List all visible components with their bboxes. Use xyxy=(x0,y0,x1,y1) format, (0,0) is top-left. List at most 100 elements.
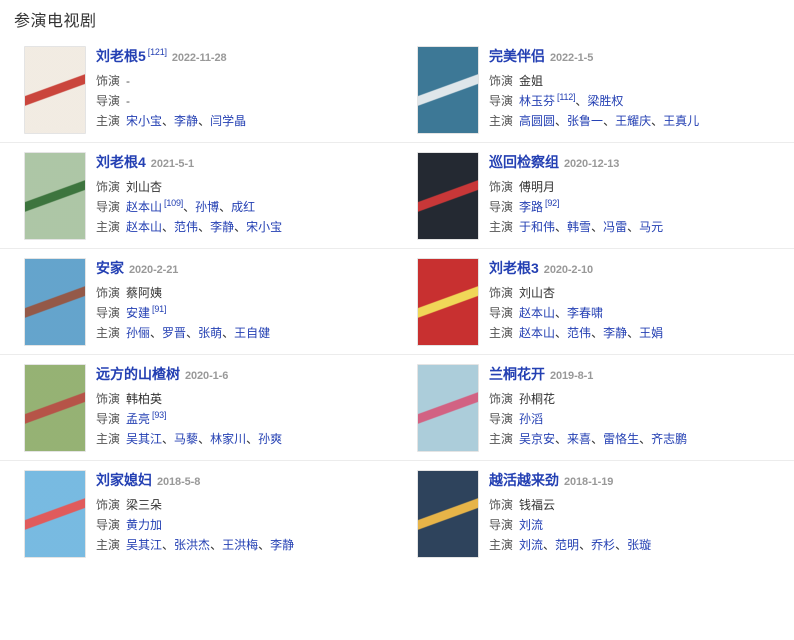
actor-link[interactable]: 范伟 xyxy=(567,326,592,340)
director-link[interactable]: 林玉芬 xyxy=(519,94,556,108)
role-value: 钱福云 xyxy=(519,498,556,512)
role-label: 饰演 xyxy=(489,180,514,194)
list-separator: 、 xyxy=(627,326,640,340)
starring-label: 主演 xyxy=(489,326,514,340)
works-row: 刘老根5 [121]2022-11-28 饰演 - 导演 - 主演 宋小宝、李静、闫学晶 完美伴… xyxy=(0,32,794,142)
liujiaxifu-poster[interactable] xyxy=(24,470,86,558)
actor-link[interactable]: 王真儿 xyxy=(663,114,700,128)
work-title-link[interactable]: 远方的山楂树 xyxy=(96,366,180,382)
actor-link[interactable]: 李静 xyxy=(210,220,235,234)
director-link[interactable]: 赵本山 xyxy=(519,306,556,320)
work-title-link[interactable]: 兰桐花开 xyxy=(489,366,545,382)
actor-link[interactable]: 李静 xyxy=(174,114,199,128)
actor-link[interactable]: 孙俪 xyxy=(126,326,151,340)
work-title-link[interactable]: 刘老根4 xyxy=(96,154,146,170)
director-row: 导演 - xyxy=(96,91,397,111)
actor-link[interactable]: 王自健 xyxy=(234,326,271,340)
actor-link[interactable]: 吴其江 xyxy=(126,432,163,446)
list-separator: 、 xyxy=(234,220,247,234)
actor-link[interactable]: 张鲁一 xyxy=(567,114,604,128)
actor-link[interactable]: 宋小宝 xyxy=(126,114,163,128)
actor-link[interactable]: 范伟 xyxy=(174,220,199,234)
director-link[interactable]: 孙博 xyxy=(195,200,220,214)
wanmeibanlv-poster[interactable] xyxy=(417,46,479,134)
starring-label: 主演 xyxy=(96,114,121,128)
director-link[interactable]: 孙滔 xyxy=(519,412,544,426)
director-label: 导演 xyxy=(489,518,514,532)
work-title-link[interactable]: 安家 xyxy=(96,260,124,276)
liulaogen3-poster[interactable] xyxy=(417,258,479,346)
work-title-link[interactable]: 完美伴侣 xyxy=(489,48,545,64)
role-value: 孙桐花 xyxy=(519,392,556,406)
actor-link[interactable]: 范明 xyxy=(555,538,580,552)
lantonghuakai-poster[interactable] xyxy=(417,364,479,452)
actor-link[interactable]: 乔杉 xyxy=(591,538,616,552)
poster-artwork xyxy=(25,47,85,133)
work-info: 刘老根5 [121]2022-11-28 饰演 - 导演 - 主演 宋小宝、李静、闫学晶 xyxy=(96,46,397,131)
actor-link[interactable]: 张洪杰 xyxy=(174,538,211,552)
liulaogen4-poster[interactable] xyxy=(24,152,86,240)
starring-row: 主演 高圆圆、张鲁一、王耀庆、王真儿 xyxy=(489,111,794,131)
director-link[interactable]: 李路 xyxy=(519,200,544,214)
yuanfangdeshanzhashu-poster[interactable] xyxy=(24,364,86,452)
work-title-link[interactable]: 刘老根5 xyxy=(96,48,146,64)
actor-link[interactable]: 王娟 xyxy=(639,326,664,340)
actor-link[interactable]: 王洪梅 xyxy=(222,538,259,552)
xunhuijianchazu-poster[interactable] xyxy=(417,152,479,240)
actor-link[interactable]: 冯雷 xyxy=(603,220,628,234)
actor-link[interactable]: 马藜 xyxy=(174,432,199,446)
actor-link[interactable]: 齐志鹏 xyxy=(651,432,688,446)
director-link[interactable]: 孟亮 xyxy=(126,412,151,426)
actor-link[interactable]: 高圆圆 xyxy=(519,114,556,128)
director-link[interactable]: 李春啸 xyxy=(567,306,604,320)
starring-row: 主演 吴其江、张洪杰、王洪梅、李静 xyxy=(96,535,397,555)
work-title-line: 刘家媳妇 2018-5-8 xyxy=(96,471,397,491)
actor-link[interactable]: 赵本山 xyxy=(126,220,163,234)
reference-link[interactable]: [112] xyxy=(557,92,576,102)
actor-link[interactable]: 孙爽 xyxy=(258,432,283,446)
list-separator: 、 xyxy=(186,326,199,340)
actor-link[interactable]: 张璇 xyxy=(627,538,652,552)
work-title-link[interactable]: 越活越来劲 xyxy=(489,472,559,488)
work-title-link[interactable]: 巡回检察组 xyxy=(489,154,559,170)
work-title-link[interactable]: 刘家媳妇 xyxy=(96,472,152,488)
actor-link[interactable]: 赵本山 xyxy=(519,326,556,340)
actor-link[interactable]: 王耀庆 xyxy=(615,114,652,128)
director-link[interactable]: 安建 xyxy=(126,306,151,320)
actor-link[interactable]: 雷恪生 xyxy=(603,432,640,446)
actor-link[interactable]: 马元 xyxy=(639,220,664,234)
actor-link[interactable]: 闫学晶 xyxy=(210,114,247,128)
actor-link[interactable]: 张萌 xyxy=(198,326,223,340)
director-link[interactable]: 黄力加 xyxy=(126,518,163,532)
role-value: 蔡阿姨 xyxy=(126,286,163,300)
actor-link[interactable]: 罗晋 xyxy=(162,326,187,340)
director-row: 导演 赵本山、李春啸 xyxy=(489,303,794,323)
role-label: 饰演 xyxy=(96,180,121,194)
actor-link[interactable]: 宋小宝 xyxy=(246,220,283,234)
director-link[interactable]: 梁胜权 xyxy=(587,94,624,108)
actor-link[interactable]: 韩雪 xyxy=(567,220,592,234)
actor-link[interactable]: 李静 xyxy=(603,326,628,340)
actor-link[interactable]: 刘流 xyxy=(519,538,544,552)
director-link[interactable]: 刘流 xyxy=(519,518,544,532)
reference-link[interactable]: [121] xyxy=(147,47,167,57)
reference-link[interactable]: [91] xyxy=(152,304,167,314)
reference-link[interactable]: [92] xyxy=(545,198,560,208)
actor-link[interactable]: 吴京安 xyxy=(519,432,556,446)
work-info: 安家 2020-2-21 饰演 蔡阿姨 导演 安建 [91] 主演 孙俪、罗晋、张萌、王自健 xyxy=(96,258,397,343)
director-link[interactable]: 成红 xyxy=(231,200,256,214)
director-link[interactable]: 赵本山 xyxy=(126,200,163,214)
actor-link[interactable]: 吴其江 xyxy=(126,538,163,552)
role-row: 饰演 刘山杏 xyxy=(96,177,397,197)
actor-link[interactable]: 林家川 xyxy=(210,432,247,446)
reference-link[interactable]: [109] xyxy=(164,198,184,208)
reference-link[interactable]: [93] xyxy=(152,410,167,420)
work-release-date: 2022-1-5 xyxy=(550,52,594,64)
liulaogen5-poster[interactable] xyxy=(24,46,86,134)
actor-link[interactable]: 来喜 xyxy=(567,432,592,446)
actor-link[interactable]: 于和伟 xyxy=(519,220,556,234)
actor-link[interactable]: 李静 xyxy=(270,538,295,552)
anjia-poster[interactable] xyxy=(24,258,86,346)
work-title-link[interactable]: 刘老根3 xyxy=(489,260,539,276)
yuehuoyuelaijin-poster[interactable] xyxy=(417,470,479,558)
